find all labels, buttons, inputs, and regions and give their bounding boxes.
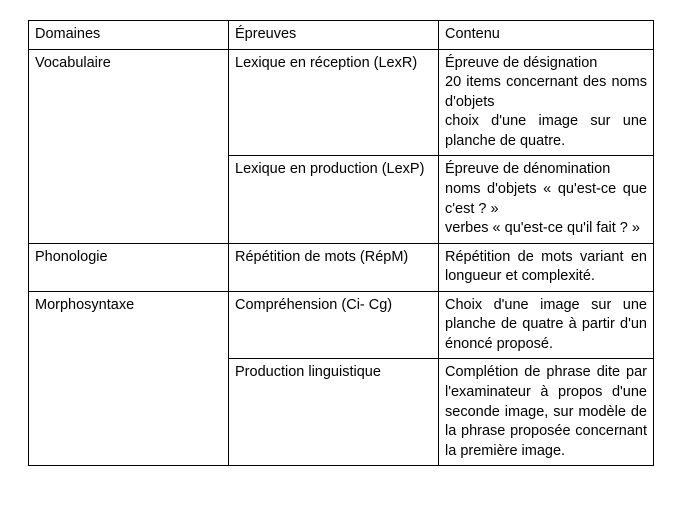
cell-epreuve-prod: Production linguistique xyxy=(229,359,439,466)
header-contenu: Contenu xyxy=(439,21,654,50)
cell-contenu-lexp: Épreuve de dénominationnoms d'objets « q… xyxy=(439,156,654,243)
cell-contenu-lexr: Épreuve de désignation20 items concernan… xyxy=(439,49,654,156)
table-container: Domaines Épreuves Contenu Vocabulaire Le… xyxy=(0,0,682,486)
cell-contenu-prod: Complétion de phrase dite par l'examinat… xyxy=(439,359,654,466)
cell-epreuve-comp: Compréhension (Ci- Cg) xyxy=(229,291,439,359)
table-header-row: Domaines Épreuves Contenu xyxy=(29,21,654,50)
cell-domain-vocab: Vocabulaire xyxy=(29,49,229,243)
cell-domain-morpho: Morphosyntaxe xyxy=(29,291,229,466)
cell-epreuve-lexp: Lexique en production (LexP) xyxy=(229,156,439,243)
cell-contenu-comp: Choix d'une image sur une planche de qua… xyxy=(439,291,654,359)
header-epreuves: Épreuves xyxy=(229,21,439,50)
cell-epreuve-repm: Répétition de mots (RépM) xyxy=(229,243,439,291)
row-vocab-lexr: Vocabulaire Lexique en réception (LexR) … xyxy=(29,49,654,156)
header-domaines: Domaines xyxy=(29,21,229,50)
row-phono: Phonologie Répétition de mots (RépM) Rép… xyxy=(29,243,654,291)
row-morpho-comp: Morphosyntaxe Compréhension (Ci- Cg) Cho… xyxy=(29,291,654,359)
linguistics-table: Domaines Épreuves Contenu Vocabulaire Le… xyxy=(28,20,654,466)
cell-domain-phono: Phonologie xyxy=(29,243,229,291)
cell-contenu-repm: Répétition de mots variant en longueur e… xyxy=(439,243,654,291)
cell-epreuve-lexr: Lexique en réception (LexR) xyxy=(229,49,439,156)
